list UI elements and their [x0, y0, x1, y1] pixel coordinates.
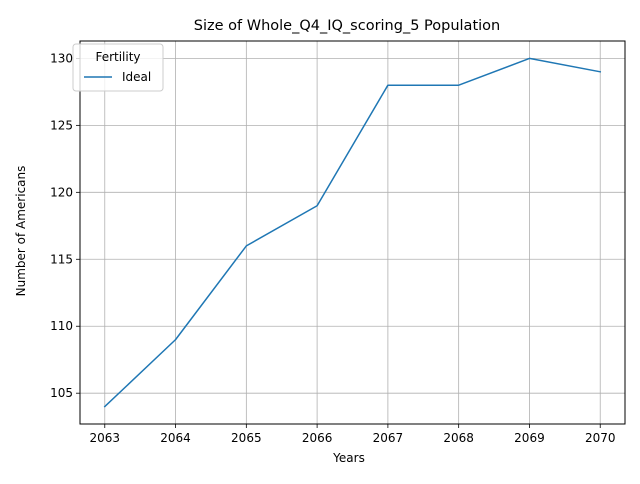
- x-tick-label-2066: 2066: [302, 431, 333, 445]
- x-axis-label: Years: [332, 451, 365, 465]
- y-tick-label-120: 120: [50, 185, 73, 199]
- legend-label-ideal: Ideal: [122, 70, 151, 84]
- x-tick-label-2068: 2068: [443, 431, 474, 445]
- x-tick-label-2067: 2067: [373, 431, 404, 445]
- legend-title: Fertility: [95, 50, 140, 64]
- x-tick-label-2070: 2070: [585, 431, 616, 445]
- y-tick-label-130: 130: [50, 51, 73, 65]
- x-tick-label-2069: 2069: [514, 431, 545, 445]
- legend: Fertility Ideal: [73, 44, 163, 91]
- x-tick-label-2065: 2065: [231, 431, 262, 445]
- x-tick-label-2064: 2064: [160, 431, 191, 445]
- x-tick-label-2063: 2063: [89, 431, 120, 445]
- y-tick-label-105: 105: [50, 386, 73, 400]
- chart-title: Size of Whole_Q4_IQ_scoring_5 Population: [194, 18, 500, 34]
- y-tick-label-115: 115: [50, 252, 73, 266]
- y-tick-label-110: 110: [50, 319, 73, 333]
- y-axis-label: Number of Americans: [14, 166, 28, 297]
- y-tick-label-125: 125: [50, 118, 73, 132]
